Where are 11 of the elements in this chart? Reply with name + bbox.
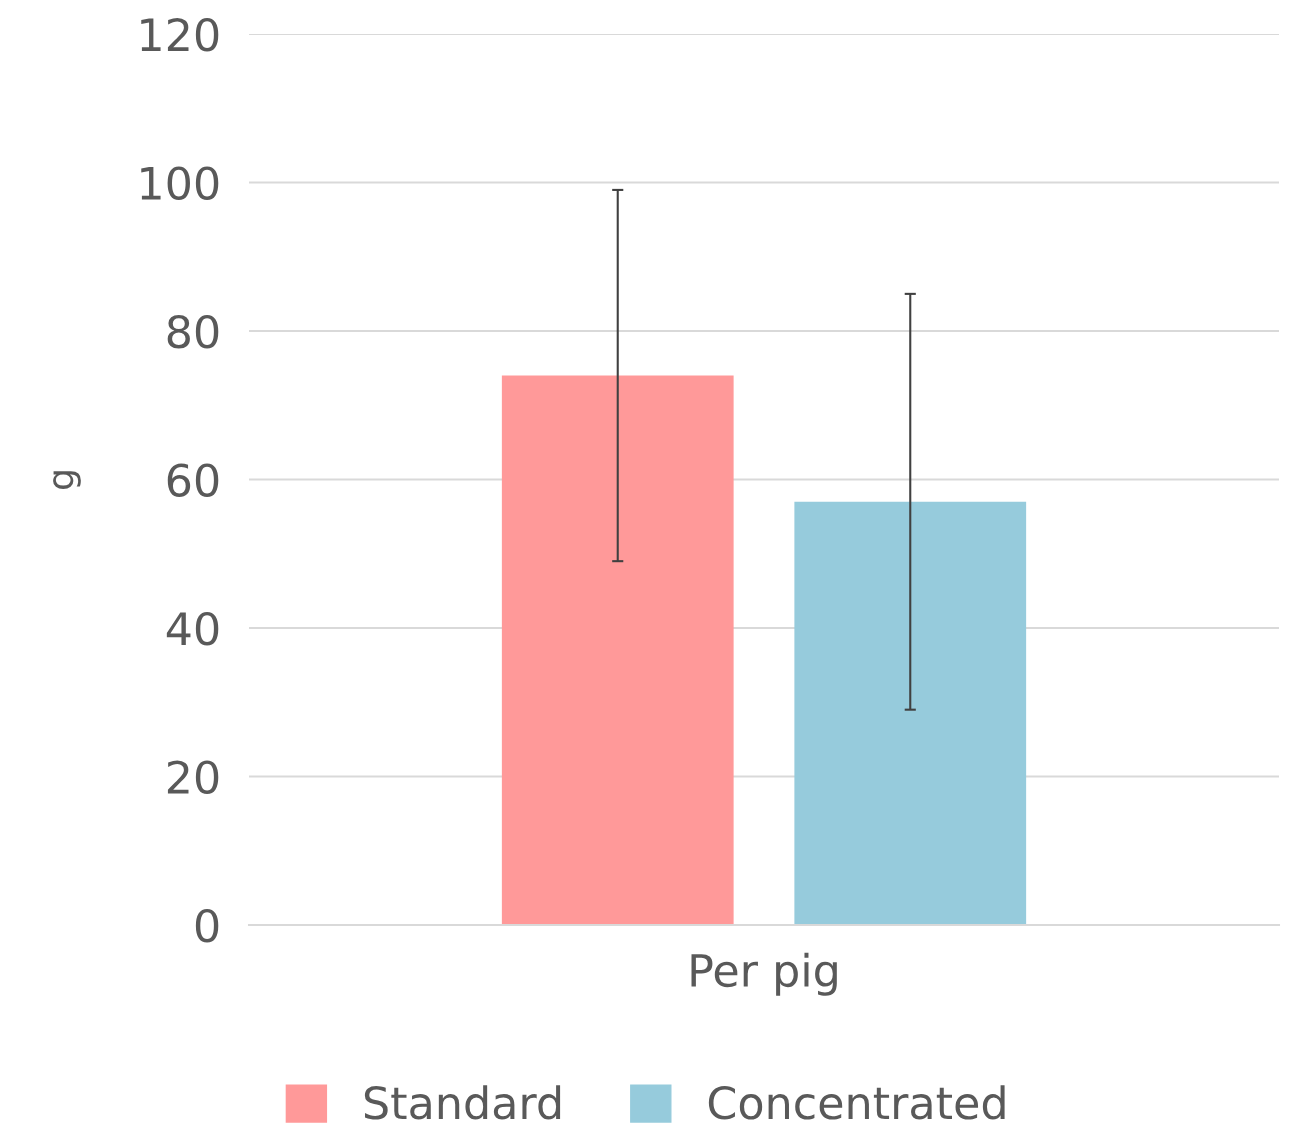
y-tick-label: 60 — [167, 463, 219, 498]
legend-label: Concentrated — [708, 1085, 1005, 1120]
y-tick-label: 120 — [141, 17, 219, 52]
y-tick-label: 80 — [167, 314, 219, 349]
y-tick-label: 100 — [141, 166, 219, 201]
y-tick-label: 40 — [166, 611, 219, 646]
x-tick-label: Per pig — [691, 952, 837, 996]
y-axis-title: g — [53, 471, 81, 489]
legend-label: Standard — [364, 1085, 561, 1120]
y-tick-label: 20 — [167, 760, 219, 795]
y-tick-label: 0 — [195, 908, 219, 943]
